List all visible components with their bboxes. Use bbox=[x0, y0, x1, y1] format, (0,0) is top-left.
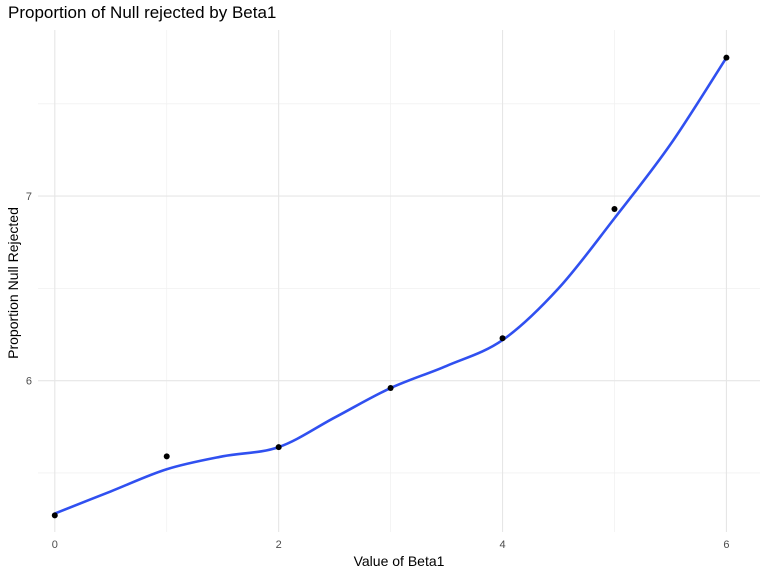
tick-labels-layer: 0 2 4 6 6 7 bbox=[26, 191, 730, 551]
data-point bbox=[499, 335, 506, 342]
data-point bbox=[723, 54, 730, 61]
smooth-fit-line bbox=[53, 56, 728, 515]
data-point bbox=[163, 453, 170, 460]
grid-layer bbox=[38, 30, 760, 532]
x-tick-label: 0 bbox=[52, 539, 58, 551]
data-point bbox=[51, 512, 58, 519]
y-tick-label: 7 bbox=[26, 191, 32, 203]
x-tick-label: 6 bbox=[723, 539, 729, 551]
data-point bbox=[611, 206, 618, 213]
points-layer bbox=[51, 54, 730, 519]
smooth-line-layer bbox=[53, 56, 728, 515]
data-point bbox=[275, 444, 282, 451]
data-point bbox=[387, 385, 394, 392]
y-axis-title: Proportion Null Rejected bbox=[5, 207, 21, 359]
chart-title: Proportion of Null rejected by Beta1 bbox=[8, 3, 277, 22]
x-axis-title: Value of Beta1 bbox=[354, 553, 445, 569]
y-tick-label: 6 bbox=[26, 376, 32, 388]
x-tick-label: 2 bbox=[276, 539, 282, 551]
x-tick-label: 4 bbox=[499, 539, 505, 551]
